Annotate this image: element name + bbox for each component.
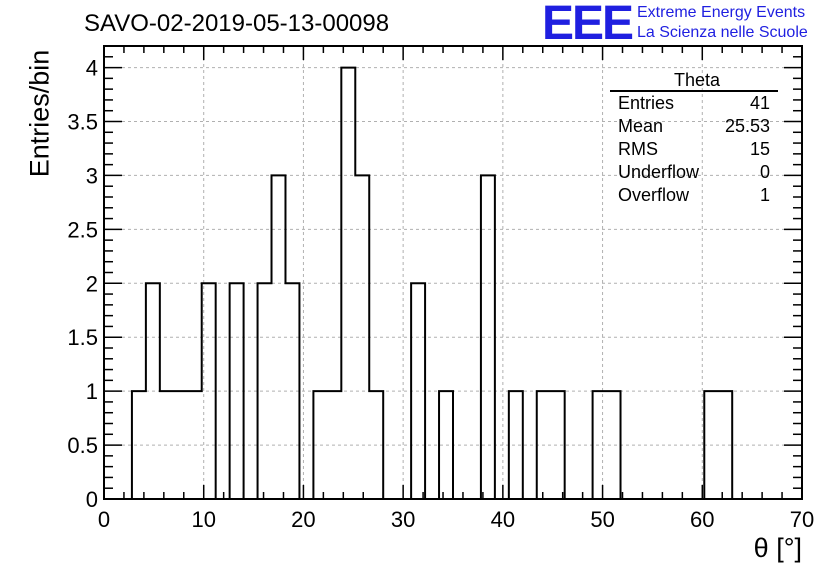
histogram-bin	[537, 391, 551, 499]
histogram-bin	[313, 391, 327, 499]
histogram-bin	[509, 391, 523, 499]
x-tick-label: 0	[98, 507, 110, 532]
stats-value: 25.53	[724, 116, 770, 136]
chart-title: SAVO-02-2019-05-13-00098	[84, 10, 390, 37]
histogram-bin	[607, 391, 621, 499]
y-tick-label: 1	[86, 379, 98, 404]
histogram-bin	[160, 391, 174, 499]
stats-row-entries: Entries 41	[610, 92, 778, 115]
histogram-bin	[174, 391, 188, 499]
stats-row-rms: RMS 15	[610, 138, 778, 161]
histogram-bin	[439, 391, 453, 499]
stats-label: Mean	[618, 116, 664, 136]
stats-value: 1	[759, 185, 770, 205]
x-tick-label: 20	[291, 507, 315, 532]
histogram-bin	[704, 391, 718, 499]
logo-line-1: Extreme Energy Events	[637, 4, 806, 21]
stats-label: Entries	[618, 93, 675, 113]
histogram-bin	[258, 283, 272, 499]
stats-label: RMS	[618, 139, 658, 159]
x-tick-label: 70	[790, 507, 814, 532]
histogram-bin	[369, 391, 383, 499]
histogram-bin	[146, 283, 160, 499]
histogram-bin	[341, 68, 355, 499]
histogram-bin	[355, 175, 369, 499]
y-tick-label: 0.5	[67, 433, 98, 458]
histogram-bin	[285, 283, 299, 499]
stats-value: 15	[749, 139, 770, 159]
histogram-bin	[132, 391, 146, 499]
eee-logo: EEE	[542, 0, 634, 50]
histogram-bin	[551, 391, 565, 499]
y-tick-label: 2	[86, 271, 98, 296]
y-tick-label: 2.5	[67, 217, 98, 242]
x-tick-label: 40	[491, 507, 515, 532]
y-tick-label: 0	[86, 487, 98, 512]
stats-title: Theta	[610, 70, 778, 92]
y-tick-label: 1.5	[67, 325, 98, 350]
histogram-bin	[202, 283, 216, 499]
x-tick-label: 10	[191, 507, 215, 532]
x-tick-label: 60	[690, 507, 714, 532]
histogram-bin	[593, 391, 607, 499]
logo-line-2: La Scienza nelle Scuole	[637, 24, 808, 41]
stats-label: Overflow	[618, 185, 690, 205]
stats-value: 0	[759, 162, 770, 182]
y-tick-label: 4	[86, 56, 98, 81]
histogram-bin	[411, 283, 425, 499]
y-tick-label: 3.5	[67, 110, 98, 135]
axis-ticks	[103, 45, 803, 500]
histogram-bin	[230, 283, 244, 499]
histogram-bin	[481, 175, 495, 499]
x-axis-label: θ [°]	[753, 533, 802, 563]
y-axis-label: Entries/bin	[24, 49, 55, 178]
histogram-series	[130, 66, 747, 500]
stats-value: 41	[749, 93, 770, 113]
histogram-bin	[718, 391, 732, 499]
histogram-bin	[272, 175, 286, 499]
x-tick-label: 30	[391, 507, 415, 532]
stats-label: Underflow	[618, 162, 700, 182]
stats-row-underflow: Underflow 0	[610, 161, 778, 184]
histogram-bin	[188, 391, 202, 499]
x-tick-label: 50	[590, 507, 614, 532]
stats-row-mean: Mean 25.53	[610, 115, 778, 138]
stats-row-overflow: Overflow 1	[610, 184, 778, 207]
histogram-bin	[327, 391, 341, 499]
y-tick-label: 3	[86, 163, 98, 188]
stats-box: Theta Entries 41 Mean 25.53 RMS 15 Under…	[610, 70, 778, 207]
